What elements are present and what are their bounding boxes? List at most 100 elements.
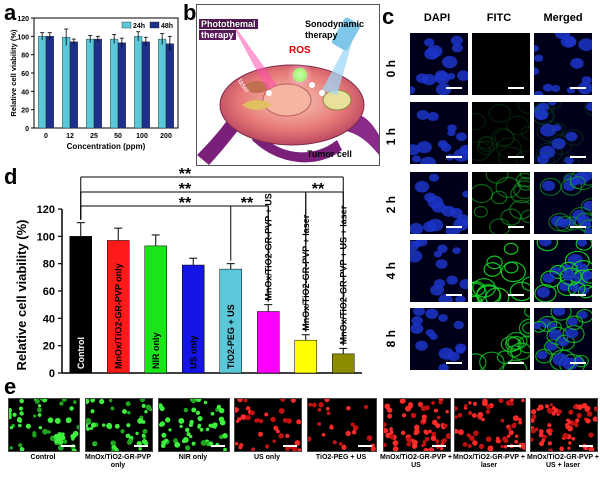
category-label-d-0: Control <box>76 337 86 369</box>
stained-cell <box>518 417 522 422</box>
time-label-0h: 0 h <box>384 60 398 78</box>
fitc-signal <box>477 136 494 150</box>
fitc-signal <box>486 255 503 270</box>
fitc-signal <box>479 351 505 370</box>
nucleus <box>456 132 467 141</box>
stained-cell <box>508 430 514 436</box>
nucleus <box>538 102 549 111</box>
stained-cell <box>424 436 430 442</box>
label-sonodynamic: Sonodynamic <box>305 19 365 29</box>
fitc-signal <box>535 348 554 364</box>
stained-cell <box>447 433 450 439</box>
nucleus <box>584 227 592 234</box>
nucleus <box>452 247 461 255</box>
stained-cell <box>186 432 191 437</box>
stained-cell <box>195 410 201 415</box>
stained-cell <box>408 404 413 409</box>
panel-letter-d: d <box>4 164 18 189</box>
live-dead-image-5 <box>383 398 451 452</box>
stained-cell <box>42 428 48 435</box>
stained-cell <box>318 402 324 408</box>
stained-cell <box>536 407 540 412</box>
stained-cell <box>326 411 331 416</box>
live-dead-label-5: MnOx/TiO2-GR-PVP + US <box>380 454 452 469</box>
stained-cell <box>432 419 438 426</box>
stained-cell <box>512 422 517 427</box>
time-label-2h: 2 h <box>384 196 398 214</box>
nucleus <box>542 180 556 192</box>
nucleus <box>565 131 578 142</box>
x-tick-label-a: 100 <box>136 133 148 140</box>
fitc-signal <box>555 216 575 233</box>
stained-cell <box>286 418 292 424</box>
nucleus <box>548 102 557 106</box>
stained-cells <box>531 402 597 451</box>
fitc-signal <box>517 102 530 115</box>
fitc-signal <box>496 137 522 159</box>
label-photothermal-therapy: therapy <box>199 30 236 40</box>
y-tick-label-d: 100 <box>37 231 55 243</box>
y-tick-label-a: 100 <box>17 34 29 41</box>
fitc-signal <box>510 184 530 204</box>
fitc-signal <box>505 337 522 352</box>
nucleus <box>437 244 448 254</box>
scale-bar <box>508 87 524 89</box>
stained-cell <box>495 438 501 444</box>
fitc-signal <box>515 172 530 188</box>
y-tick-label-a: 0 <box>25 126 29 133</box>
scale-bar <box>570 294 586 296</box>
stained-cell <box>106 422 113 429</box>
scale-bar <box>61 445 75 447</box>
stained-cell <box>17 423 22 428</box>
nucleus <box>551 84 561 93</box>
live-dead-label-0: Control <box>30 454 56 461</box>
stained-cell <box>572 404 577 409</box>
stained-cell <box>477 411 484 418</box>
cell-texture <box>472 33 530 95</box>
y-tick-label-d: 40 <box>43 313 55 325</box>
bar-a-48h-25 <box>93 38 102 129</box>
nucleus <box>433 250 443 258</box>
nucleus <box>424 38 435 47</box>
fitc-signal <box>494 129 515 147</box>
stained-cell <box>332 440 337 445</box>
nucleus <box>435 259 448 269</box>
stained-cell <box>364 405 369 410</box>
stained-cell <box>191 399 196 404</box>
stained-cell <box>165 417 171 423</box>
stained-cell <box>282 417 288 423</box>
stained-cell <box>76 424 79 430</box>
cell-texture <box>534 102 592 164</box>
fitc-signal <box>515 150 530 164</box>
stained-cell <box>543 434 547 439</box>
scale-bar <box>508 156 524 158</box>
nucleus <box>569 283 580 292</box>
nucleus <box>453 320 464 330</box>
stained-cell <box>366 435 373 441</box>
stained-cell <box>184 445 191 451</box>
nucleus <box>539 240 552 247</box>
stained-cell <box>191 407 197 413</box>
stained-cell <box>12 412 17 417</box>
nucleus <box>450 35 463 46</box>
fitc-signal <box>503 242 519 255</box>
nucleus <box>446 275 458 285</box>
stained-cell <box>389 434 395 440</box>
fitc-signal <box>537 102 555 116</box>
stained-cell <box>258 431 263 437</box>
bar-d-0 <box>69 236 92 374</box>
nucleus <box>552 124 562 132</box>
stained-cell <box>41 399 48 403</box>
stained-cell <box>568 409 574 415</box>
y-tick-label-a: 40 <box>21 89 29 96</box>
fitc-signal <box>489 218 511 234</box>
stained-cell <box>191 441 196 446</box>
stained-cell <box>173 438 178 444</box>
nucleus <box>551 266 562 275</box>
stained-cell <box>457 429 464 436</box>
fitc-signal <box>517 176 530 191</box>
bar-a-48h-100 <box>141 41 150 129</box>
y-tick-label-d: 0 <box>49 368 55 380</box>
stained-cell <box>531 414 537 420</box>
stained-cell <box>518 420 523 425</box>
